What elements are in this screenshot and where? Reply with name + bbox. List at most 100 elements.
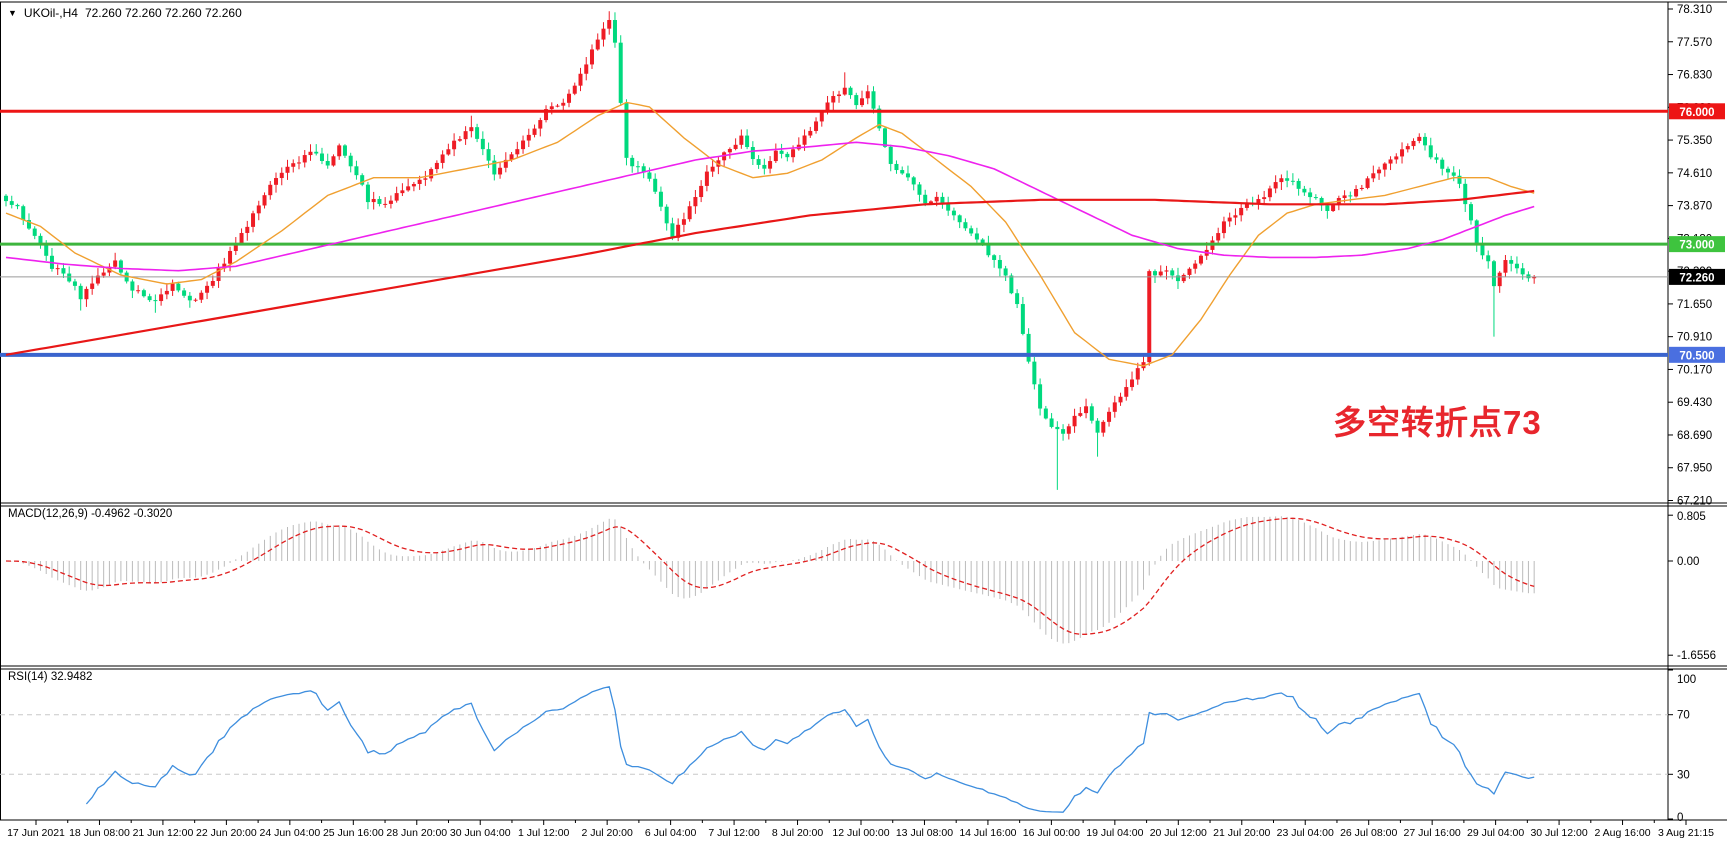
bear-candle-body (78, 285, 83, 300)
bear-candle-body (1175, 275, 1180, 282)
price-axis-tick-label: 78.310 (1677, 4, 1712, 16)
bull-candle-body (1135, 368, 1140, 380)
bear-candle-body (1445, 168, 1450, 173)
bull-candle-body (544, 109, 549, 121)
bear-candle-body (997, 259, 1002, 269)
current-price-badge (1669, 268, 1725, 285)
bull-candle-body (1164, 270, 1169, 272)
price-axis-tick-label: 67.210 (1677, 496, 1712, 508)
bull-candle-body (842, 87, 847, 95)
bear-candle-body (1308, 192, 1313, 198)
bull-candle-body (1359, 187, 1364, 189)
bear-candle-body (365, 184, 370, 203)
level-resistance-76-badge (1669, 103, 1725, 120)
bear-candle-body (779, 150, 784, 154)
bear-candle-body (905, 173, 910, 178)
bear-candle-body (1095, 420, 1100, 433)
bear-candle-body (900, 170, 905, 174)
bear-candle-body (1313, 197, 1318, 199)
bull-candle-body (710, 166, 715, 172)
bull-candle-body (262, 195, 267, 206)
bull-candle-body (199, 292, 204, 300)
bull-candle-body (739, 135, 744, 145)
bear-candle-body (785, 153, 790, 158)
bull-candle-body (704, 171, 709, 186)
bear-candle-body (894, 163, 899, 171)
bear-candle-body (647, 172, 652, 179)
bull-candle-body (1382, 163, 1387, 170)
bull-candle-body (808, 130, 813, 136)
bear-candle-body (630, 157, 635, 167)
bear-candle-body (1526, 274, 1531, 279)
bear-candle-body (1020, 304, 1025, 334)
bear-candle-body (888, 146, 893, 164)
bull-candle-body (1244, 203, 1249, 208)
bear-candle-body (745, 135, 750, 148)
level-pivot-73-badge-label: 73.000 (1679, 240, 1714, 252)
bear-candle-body (750, 147, 755, 160)
chart-title-bar[interactable]: ▼ UKOil-,H4 72.260 72.260 72.260 72.260 (8, 6, 242, 20)
symbol-dropdown-icon[interactable]: ▼ (8, 7, 17, 18)
bull-candle-body (452, 140, 457, 150)
bull-candle-body (1532, 276, 1537, 279)
bull-candle-body (1198, 255, 1203, 264)
bear-candle-body (1428, 145, 1433, 158)
current-price-badge-label: 72.260 (1679, 272, 1714, 284)
bull-candle-body (285, 166, 290, 173)
bull-candle-body (1262, 197, 1267, 200)
bear-candle-body (1440, 159, 1445, 169)
time-axis-label: 19 Jul 04:00 (1086, 827, 1143, 839)
bull-candle-body (928, 201, 933, 204)
bull-candle-body (802, 135, 807, 145)
bear-candle-body (974, 233, 979, 240)
bull-candle-body (727, 148, 732, 153)
bull-candle-body (394, 193, 399, 201)
level-support-70.5-badge-label: 70.500 (1679, 350, 1714, 362)
bull-candle-body (1193, 263, 1198, 269)
bear-candle-body (946, 204, 951, 211)
bear-candle-body (32, 228, 37, 236)
bull-candle-body (136, 290, 141, 292)
bull-candle-body (170, 283, 175, 291)
bull-candle-body (1101, 421, 1106, 433)
bull-candle-body (383, 203, 388, 205)
time-axis-label: 8 Jul 20:00 (772, 827, 824, 839)
macd-axis-tick-label: -1.6556 (1677, 650, 1716, 662)
macd-signal-line (5, 517, 1535, 635)
rsi-name: RSI(14) (8, 671, 48, 683)
time-axis-label: 30 Jul 12:00 (1530, 827, 1587, 839)
time-axis-label: 3 Aug 21:15 (1658, 827, 1714, 839)
bull-candle-body (1221, 221, 1226, 234)
bull-candle-body (515, 149, 520, 155)
bear-candle-body (348, 155, 353, 167)
bull-candle-body (233, 243, 238, 251)
bear-candle-body (377, 198, 382, 204)
bear-candle-body (1026, 333, 1031, 362)
bull-candle-body (521, 140, 526, 150)
bear-candle-body (624, 102, 629, 158)
time-axis-label: 21 Jul 20:00 (1213, 827, 1270, 839)
bear-candle-body (176, 283, 181, 291)
chart-annotation-text: 多空转折点73 (1333, 404, 1542, 441)
bull-candle-body (406, 186, 411, 191)
level-resistance-76-badge-label: 76.000 (1679, 107, 1714, 119)
bull-candle-body (1354, 188, 1359, 197)
bull-candle-body (601, 28, 606, 40)
bear-candle-body (1509, 260, 1514, 264)
bull-candle-body (1147, 271, 1152, 363)
bull-candle-body (1411, 140, 1416, 147)
bear-candle-body (1514, 263, 1519, 269)
bear-candle-body (1491, 261, 1496, 287)
bear-candle-body (147, 296, 152, 301)
bull-candle-body (331, 156, 336, 166)
bear-candle-body (319, 153, 324, 162)
price-axis-tick-label: 68.690 (1677, 430, 1712, 442)
bear-candle-body (1032, 361, 1037, 385)
bull-candle-body (205, 285, 210, 293)
bull-candle-body (555, 105, 560, 107)
bull-candle-body (423, 178, 428, 180)
bear-candle-body (480, 138, 485, 150)
bear-candle-body (951, 210, 956, 216)
bull-candle-body (400, 190, 405, 194)
